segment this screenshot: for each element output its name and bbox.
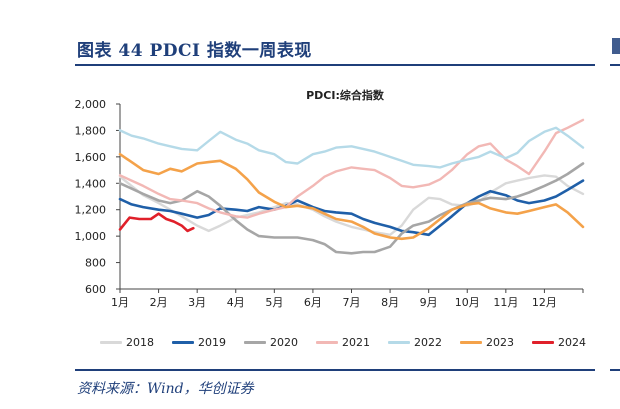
series-line-2021	[118, 118, 585, 219]
chart-axes: 600 800 1,000 1,200 1,400 1,600 1,800 2,000 1月 2月…	[75, 98, 584, 309]
legend-swatch	[316, 340, 338, 344]
legend-item-2022: 2022	[388, 336, 442, 349]
series-line-2022	[118, 126, 585, 169]
series-line-2023	[118, 152, 585, 241]
series-line-2019	[118, 179, 585, 237]
legend-item-2020: 2020	[244, 336, 298, 349]
legend-swatch	[388, 340, 410, 344]
legend-label: 2019	[198, 335, 226, 349]
legend-label: 2020	[270, 335, 298, 349]
source-rule	[75, 369, 595, 371]
legend-item-2019: 2019	[172, 336, 226, 349]
x-tick-label: 5月	[265, 296, 283, 309]
y-tick-label: 1,400	[75, 177, 107, 190]
x-tick-label: 8月	[381, 296, 399, 309]
legend-swatch	[172, 340, 194, 344]
x-tick-label: 2月	[150, 296, 168, 309]
y-tick-label: 1,200	[75, 204, 107, 217]
series-line-2018	[118, 174, 585, 237]
y-tick-label: 1,000	[75, 230, 107, 243]
x-tick-label: 3月	[188, 296, 206, 309]
legend-label: 2022	[414, 335, 442, 349]
legend-label: 2018	[126, 335, 154, 349]
legend-item-2018: 2018	[100, 336, 154, 349]
x-tick-label: 1月	[111, 296, 129, 309]
x-tick-label: 9月	[420, 296, 438, 309]
y-tick-label: 2,000	[75, 98, 107, 111]
legend-item-2024: 2024	[532, 336, 586, 349]
x-tick-label: 4月	[227, 296, 245, 309]
y-tick-label: 1,600	[75, 151, 107, 164]
adjacent-column-rule	[610, 64, 620, 66]
legend-label: 2024	[558, 335, 586, 349]
title-rule	[75, 64, 595, 66]
x-tick-label: 7月	[343, 296, 361, 309]
x-tick-label: 12月	[532, 296, 557, 309]
series-line-2024	[118, 212, 195, 233]
page-title: 图表 44 PDCI 指数一周表现	[77, 41, 312, 61]
legend-item-2021: 2021	[316, 336, 370, 349]
chart-title: PDCI:综合指数	[306, 88, 385, 102]
y-tick-label: 600	[85, 283, 106, 296]
legend-label: 2021	[342, 335, 370, 349]
adjacent-column-rule-bottom	[610, 369, 620, 371]
source-note: 资料来源：Wind，华创证券	[77, 381, 254, 397]
adjacent-column-glyph	[612, 38, 620, 54]
legend-label: 2023	[486, 335, 514, 349]
legend-swatch	[532, 340, 554, 344]
x-tick-label: 6月	[304, 296, 322, 309]
y-tick-label: 800	[85, 257, 106, 270]
chart-series	[118, 118, 585, 255]
y-tick-label: 1,800	[75, 124, 107, 137]
legend-swatch	[100, 340, 122, 344]
x-tick-label: 11月	[493, 296, 518, 309]
series-line-2020	[118, 162, 585, 255]
legend-swatch	[460, 340, 482, 344]
legend-item-2023: 2023	[460, 336, 514, 349]
legend-swatch	[244, 340, 266, 344]
x-tick-label: 10月	[455, 296, 480, 309]
chart-legend: 2018 2019 2020 2021 2022 2023 2024	[100, 334, 586, 350]
